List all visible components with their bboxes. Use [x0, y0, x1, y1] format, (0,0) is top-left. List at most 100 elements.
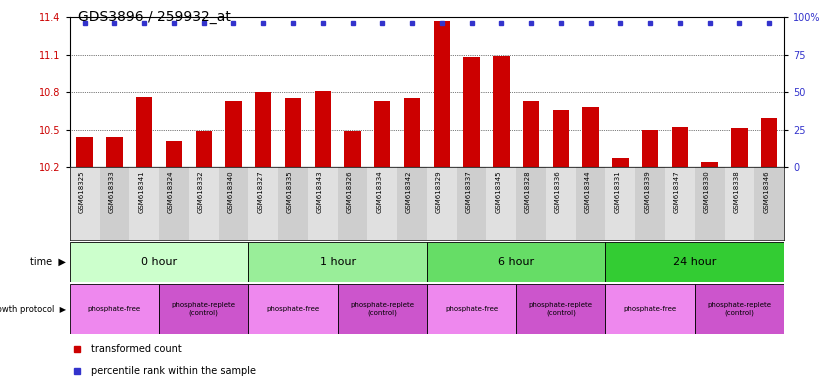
Bar [314, 91, 331, 167]
Text: phosphate-replete
(control): phosphate-replete (control) [708, 302, 772, 316]
Bar [344, 131, 360, 167]
Bar [493, 56, 510, 167]
Text: GSM618328: GSM618328 [525, 171, 531, 214]
Text: GSM618336: GSM618336 [555, 171, 561, 214]
Bar [99, 167, 130, 240]
Bar [337, 284, 427, 334]
Text: GDS3896 / 259932_at: GDS3896 / 259932_at [78, 10, 231, 23]
Text: GSM618335: GSM618335 [287, 171, 293, 214]
Bar [70, 242, 248, 282]
Bar [248, 284, 337, 334]
Bar [374, 101, 391, 167]
Bar [576, 167, 606, 240]
Bar [397, 167, 427, 240]
Text: GSM618347: GSM618347 [674, 171, 680, 214]
Bar [159, 167, 189, 240]
Bar [695, 284, 784, 334]
Bar [248, 242, 427, 282]
Bar [701, 162, 718, 167]
Bar [606, 284, 695, 334]
Text: GSM618337: GSM618337 [466, 171, 471, 214]
Bar [427, 167, 456, 240]
Bar [218, 167, 248, 240]
Text: GSM618330: GSM618330 [704, 171, 709, 214]
Bar [189, 167, 218, 240]
Bar [255, 92, 272, 167]
Text: GSM618325: GSM618325 [79, 171, 85, 213]
Text: growth protocol  ▶: growth protocol ▶ [0, 305, 66, 314]
Bar [642, 129, 658, 167]
Text: GSM618341: GSM618341 [138, 171, 144, 214]
Text: transformed count: transformed count [91, 344, 182, 354]
Text: phosphate-replete
(control): phosphate-replete (control) [172, 302, 236, 316]
Text: GSM618339: GSM618339 [644, 171, 650, 214]
Text: time  ▶: time ▶ [30, 257, 66, 267]
Text: phosphate-free: phosphate-free [88, 306, 141, 312]
Bar [195, 131, 212, 167]
Text: phosphate-replete
(control): phosphate-replete (control) [529, 302, 593, 316]
Text: GSM618329: GSM618329 [436, 171, 442, 214]
Bar [516, 284, 606, 334]
Bar [665, 167, 695, 240]
Bar [724, 167, 754, 240]
Bar [635, 167, 665, 240]
Text: phosphate-free: phosphate-free [445, 306, 498, 312]
Text: GSM618324: GSM618324 [168, 171, 174, 213]
Text: percentile rank within the sample: percentile rank within the sample [91, 366, 256, 376]
Text: GSM618332: GSM618332 [198, 171, 204, 214]
Bar [456, 167, 487, 240]
Bar [761, 118, 777, 167]
Text: GSM618343: GSM618343 [317, 171, 323, 214]
Bar [106, 137, 122, 167]
Bar [523, 101, 539, 167]
Text: GSM618334: GSM618334 [376, 171, 383, 214]
Bar [278, 167, 308, 240]
Bar [546, 167, 576, 240]
Bar [76, 137, 93, 167]
Text: GSM618346: GSM618346 [764, 171, 769, 214]
Bar [433, 21, 450, 167]
Bar [130, 167, 159, 240]
Bar [136, 97, 153, 167]
Text: 0 hour: 0 hour [141, 257, 177, 267]
Text: GSM618331: GSM618331 [614, 171, 621, 214]
Bar [463, 57, 479, 167]
Bar [754, 167, 784, 240]
Bar [487, 167, 516, 240]
Text: GSM618344: GSM618344 [585, 171, 590, 213]
Bar [159, 284, 248, 334]
Text: 1 hour: 1 hour [319, 257, 355, 267]
Bar [70, 284, 159, 334]
Bar [70, 167, 99, 240]
Bar [612, 158, 629, 167]
Bar [606, 167, 635, 240]
Bar [582, 107, 599, 167]
Bar [404, 98, 420, 167]
Text: phosphate-free: phosphate-free [624, 306, 677, 312]
Bar [553, 109, 569, 167]
Bar [695, 167, 724, 240]
Text: phosphate-replete
(control): phosphate-replete (control) [351, 302, 415, 316]
Bar [427, 242, 606, 282]
Bar [516, 167, 546, 240]
Bar [308, 167, 337, 240]
Bar [225, 101, 241, 167]
Bar [337, 167, 368, 240]
Text: 6 hour: 6 hour [498, 257, 534, 267]
Text: GSM618340: GSM618340 [227, 171, 233, 214]
Bar [427, 284, 516, 334]
Text: GSM618333: GSM618333 [108, 171, 114, 214]
Text: GSM618338: GSM618338 [733, 171, 740, 214]
Text: GSM618327: GSM618327 [257, 171, 264, 214]
Text: phosphate-free: phosphate-free [267, 306, 319, 312]
Text: GSM618326: GSM618326 [346, 171, 352, 214]
Bar [248, 167, 278, 240]
Text: GSM618342: GSM618342 [406, 171, 412, 213]
Bar [166, 141, 182, 167]
Bar [285, 98, 301, 167]
Bar [672, 127, 688, 167]
Text: GSM618345: GSM618345 [495, 171, 502, 213]
Bar [368, 167, 397, 240]
Bar [606, 242, 784, 282]
Text: 24 hour: 24 hour [673, 257, 717, 267]
